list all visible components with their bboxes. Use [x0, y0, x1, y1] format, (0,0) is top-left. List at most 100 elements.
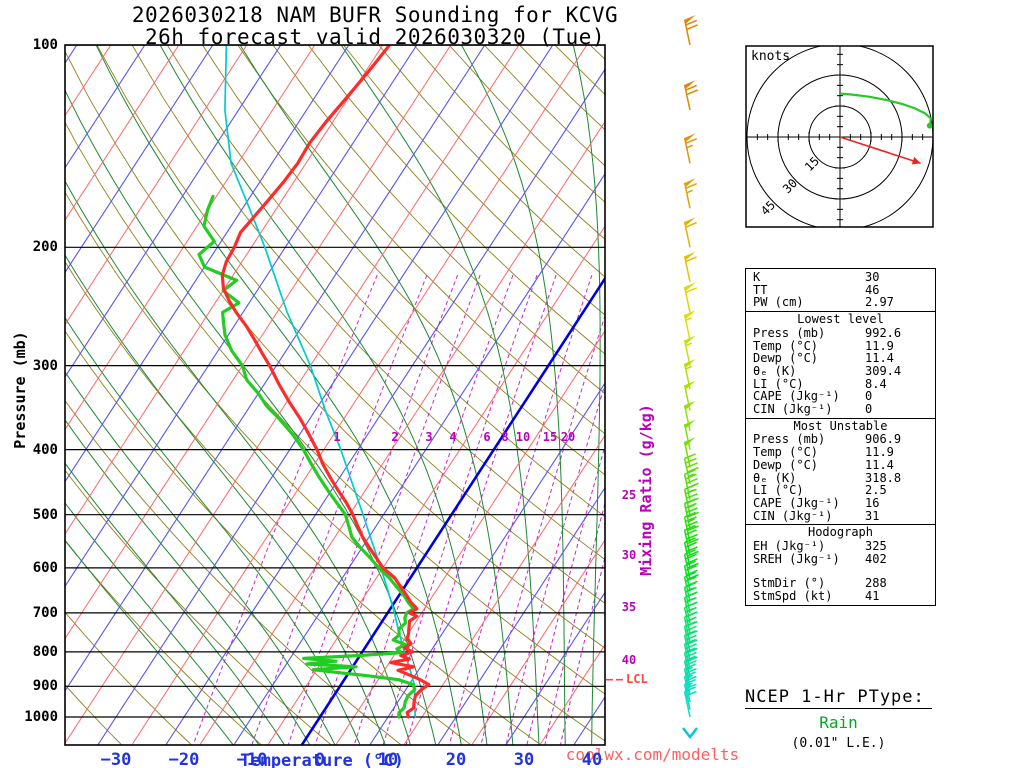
stat-label: θₑ (K): [753, 363, 797, 378]
stat-label: TT: [753, 282, 768, 297]
hodograph-units-label: knots: [751, 49, 791, 64]
stat-label: PW (cm): [753, 295, 804, 310]
mixing-ratio-value-label: 20: [560, 430, 576, 444]
temp-tick-label: −30: [100, 750, 132, 768]
temperature-axis-label: Temperature (°C): [240, 751, 404, 768]
stat-value: 318.8: [865, 470, 902, 485]
dewpoint-curve: [197, 194, 417, 719]
stat-label: CIN (Jkg⁻¹): [753, 402, 833, 417]
temp-tick-label: 20: [445, 750, 467, 768]
mixing-ratio-value-label: 8: [501, 430, 509, 444]
pressure-tick-label: 100: [32, 37, 58, 53]
stat-label: LI (°C): [753, 483, 804, 498]
stats-panel: K 30 TT 46 PW (cm) 2.97 Lowest level Press (mb)…: [745, 268, 936, 606]
pressure-tick-label: 400: [32, 442, 58, 458]
stat-value: 46: [865, 282, 880, 297]
stat-value: 31: [865, 508, 880, 523]
stats-row: StmSpd (kt) 41: [746, 590, 935, 603]
stats-row: LI (°C) 8.4: [746, 377, 935, 391]
stats-section-title: Most Unstable: [746, 417, 935, 434]
hodograph-rings: [746, 46, 933, 227]
mixing-ratio-value-label: 1: [333, 430, 341, 444]
pressure-tick-label: 800: [32, 644, 58, 660]
stat-label: Temp (°C): [753, 445, 819, 460]
stats-row: Press (mb) 906.9: [746, 433, 935, 446]
stats-row: θₑ (K) 318.8: [746, 470, 935, 485]
mixing-ratio-lines: [192, 274, 605, 745]
stat-value: 11.9: [865, 338, 894, 353]
stat-label: Temp (°C): [753, 338, 819, 353]
mixing-ratio-value-label: 4: [449, 430, 457, 444]
stat-value: 325: [865, 539, 887, 554]
stats-row: CAPE (Jkg⁻¹) 16: [746, 497, 935, 510]
stat-value: 0: [865, 389, 873, 404]
stats-row: Temp (°C) 11.9: [746, 338, 935, 353]
stat-value: 0: [865, 402, 873, 417]
pressure-axis-label: Pressure (mb): [11, 331, 29, 449]
pressure-tick-label: 300: [32, 358, 58, 374]
stat-label: K: [753, 270, 761, 284]
stats-row: Dewp (°C) 11.4: [746, 459, 935, 472]
chart-title: 2026030218 NAM BUFR Sounding for KCVG: [131, 3, 619, 27]
stat-value: 309.4: [865, 363, 902, 378]
stats-row: StmDir (°) 288: [746, 577, 935, 590]
stat-label: θₑ (K): [753, 470, 797, 485]
stat-value: 11.9: [865, 445, 894, 460]
stat-value: 402: [865, 551, 887, 566]
ptype-note: (0.01" L.E.): [791, 736, 886, 751]
ptype-value: Rain: [819, 713, 858, 732]
pressure-tick-label: 600: [32, 560, 58, 576]
mixing-ratio-value-label: 15: [542, 430, 558, 444]
stats-section-title: Lowest level: [746, 311, 935, 327]
stat-value: 30: [865, 270, 880, 284]
mixing-ratio-value-label: 3: [425, 430, 433, 444]
stat-value: 16: [865, 495, 880, 510]
stat-value: 11.4: [865, 457, 894, 472]
temp-tick-label: −20: [168, 750, 200, 768]
lcl-label: LCL: [626, 672, 648, 686]
pressure-tick-label: 700: [32, 605, 58, 621]
pressure-gridlines: [65, 45, 605, 718]
ptype-divider: [745, 708, 932, 709]
pressure-tick-label: 500: [32, 507, 58, 523]
temp-tick-label: 10: [377, 750, 399, 768]
stat-label: EH (Jkg⁻¹): [753, 539, 826, 554]
stats-row: CIN (Jkg⁻¹) 0: [746, 403, 935, 416]
stats-row: Press (mb) 992.6: [746, 327, 935, 340]
hodograph-trace: [839, 92, 933, 126]
stats-row: Temp (°C) 11.9: [746, 446, 935, 459]
mixing-ratio-value-label: 30: [621, 548, 637, 562]
isotherms: [65, 45, 605, 745]
stat-label: CIN (Jkg⁻¹): [753, 508, 833, 523]
storm-motion-arrow: [839, 136, 921, 165]
stats-row: K 30: [746, 271, 935, 284]
hodograph-trace-end: [926, 122, 933, 129]
stat-label: SREH (Jkg⁻¹): [753, 551, 840, 566]
stats-row: θₑ (K) 309.4: [746, 365, 935, 378]
stats-row: CAPE (Jkg⁻¹) 0: [746, 390, 935, 403]
ptype-title: NCEP 1-Hr PType:: [745, 687, 925, 707]
stats-row: EH (Jkg⁻¹) 325: [746, 540, 935, 553]
stat-label: StmSpd (kt): [753, 589, 833, 604]
freezing-isotherm: [300, 276, 605, 745]
stats-row: TT 46: [746, 282, 935, 297]
temp-tick-label: −10: [236, 750, 268, 768]
stat-label: Press (mb): [753, 325, 826, 340]
stat-label: CAPE (Jkg⁻¹): [753, 389, 840, 404]
stat-label: Press (mb): [753, 432, 826, 447]
mixing-ratio-value-label: 35: [621, 600, 637, 614]
temperature-curve: [220, 45, 431, 719]
temp-tick-label: 30: [513, 750, 535, 768]
watermark: coolwx.com/modelts: [565, 745, 740, 764]
stat-label: Dewp (°C): [753, 457, 819, 472]
stat-value: 2.97: [865, 295, 894, 310]
mixing-ratio-value-label: 25: [621, 488, 637, 502]
stat-label: CAPE (Jkg⁻¹): [753, 495, 840, 510]
stat-value: 11.4: [865, 351, 894, 366]
stats-section-title: Hodograph: [746, 524, 935, 540]
stats-row: SREH (Jkg⁻¹) 402: [746, 553, 935, 566]
temp-tick-label: 40: [581, 750, 603, 768]
stat-label: Dewp (°C): [753, 351, 819, 366]
